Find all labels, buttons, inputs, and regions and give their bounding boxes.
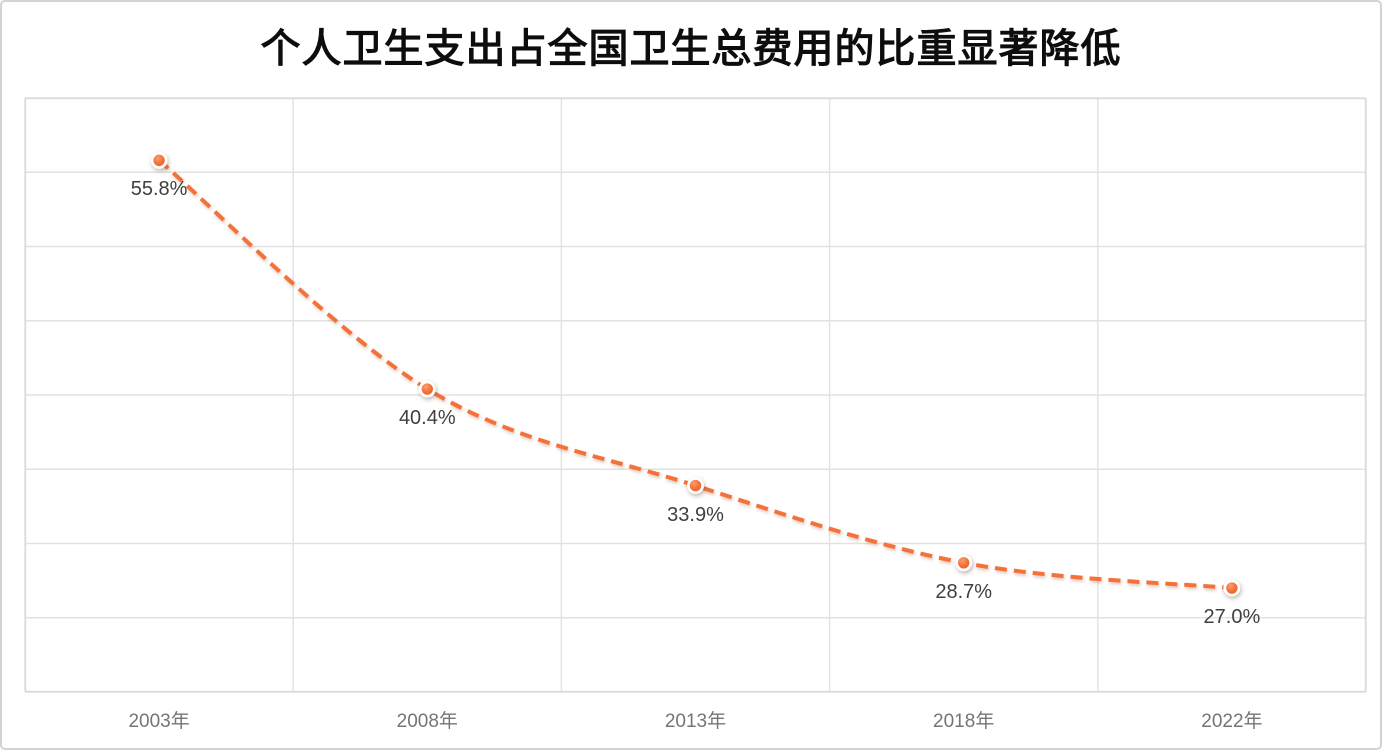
line-chart-svg [24, 97, 1367, 693]
data-point-label: 27.0% [1203, 606, 1261, 629]
marker-core [153, 154, 165, 167]
x-axis-label: 2003年 [128, 711, 190, 732]
x-axis-label: 2018年 [933, 711, 995, 732]
x-axis-label: 2013年 [664, 711, 727, 732]
plot-area [24, 97, 1367, 693]
data-point-marker[interactable] [955, 554, 973, 572]
marker-core [421, 383, 433, 395]
marker-core [958, 557, 970, 569]
data-point-label: 28.7% [935, 580, 993, 603]
data-point-label: 33.9% [667, 503, 724, 526]
chart-title: 个人卫生支出占全国卫生总费用的比重显著降低 [260, 27, 1122, 71]
data-point-marker[interactable] [1223, 579, 1241, 597]
data-point-marker[interactable] [687, 477, 704, 495]
data-point-label: 40.4% [398, 407, 456, 430]
data-point-label: 55.8% [130, 178, 188, 201]
plot-border [24, 97, 1367, 693]
x-axis-label: 2022年 [1201, 711, 1263, 732]
marker-core [1226, 582, 1238, 594]
marker-core [689, 479, 702, 492]
data-point-marker[interactable] [150, 151, 168, 169]
data-point-marker[interactable] [418, 380, 436, 398]
x-axis-label: 2008年 [396, 711, 458, 732]
